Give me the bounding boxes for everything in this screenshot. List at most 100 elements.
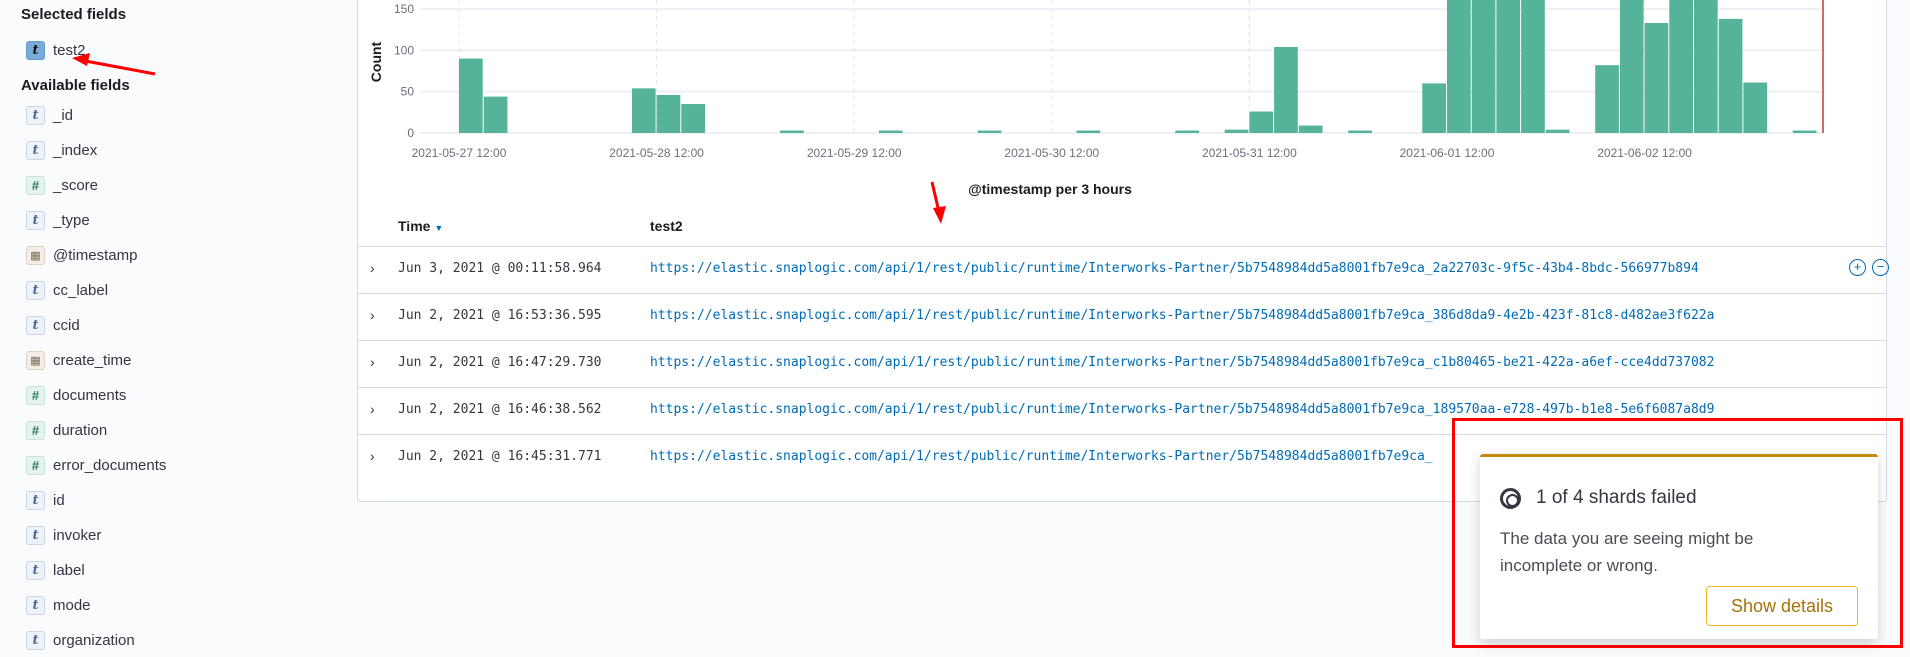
histogram-bar <box>631 88 656 133</box>
histogram-bar <box>977 130 1002 133</box>
histogram-bar <box>1076 130 1101 133</box>
string-type-icon: t <box>26 140 45 160</box>
histogram-bar <box>483 96 508 133</box>
table-row: › Jun 2, 2021 @ 16:53:36.595 https://ela… <box>358 293 1886 340</box>
field-name: _index <box>53 141 98 159</box>
expand-row-chevron-icon[interactable]: › <box>370 307 375 323</box>
row-timestamp: Jun 2, 2021 @ 16:45:31.771 <box>398 449 602 464</box>
field-organization[interactable]: t organization <box>26 628 135 652</box>
row-test2-link[interactable]: https://elastic.snaplogic.com/api/1/rest… <box>650 261 1699 276</box>
x-tick-label: 2021-06-02 12:00 <box>1597 146 1692 160</box>
field-name: _score <box>53 176 99 194</box>
table-row: › Jun 2, 2021 @ 16:45:31.771 https://ela… <box>358 434 1886 481</box>
row-test2-link[interactable]: https://elastic.snaplogic.com/api/1/rest… <box>650 308 1715 323</box>
string-type-icon: t <box>26 40 45 60</box>
field-id[interactable]: t _id <box>26 103 73 127</box>
histogram-bar <box>1249 111 1274 133</box>
histogram-bar <box>681 104 705 133</box>
field-cclabel[interactable]: t cc_label <box>26 278 108 302</box>
table-row: › Jun 2, 2021 @ 16:46:38.562 https://ela… <box>358 387 1886 434</box>
lifebuoy-icon <box>1500 488 1521 509</box>
shard-failure-toast: 1 of 4 shards failed The data you are se… <box>1480 454 1878 639</box>
date-type-icon: ▦ <box>26 245 45 265</box>
field-score[interactable]: # _score <box>26 173 98 197</box>
histogram-bar <box>1619 0 1644 134</box>
field-mode[interactable]: t mode <box>26 593 91 617</box>
row-test2-link[interactable]: https://elastic.snaplogic.com/api/1/rest… <box>650 402 1715 417</box>
field-createtime[interactable]: ▦ create_time <box>26 348 131 372</box>
toast-title: 1 of 4 shards failed <box>1536 487 1697 508</box>
selected-fields-heading: Selected fields <box>21 6 127 23</box>
expand-row-chevron-icon[interactable]: › <box>370 354 375 370</box>
string-type-icon: t <box>26 210 45 230</box>
field-invoker[interactable]: t invoker <box>26 523 101 547</box>
row-timestamp: Jun 2, 2021 @ 16:47:29.730 <box>398 355 602 370</box>
field-timestamp[interactable]: ▦ @timestamp <box>26 243 137 267</box>
number-type-icon: # <box>26 455 45 475</box>
time-column-header[interactable]: Time ▼ <box>398 218 443 234</box>
x-tick-label: 2021-05-29 12:00 <box>807 146 902 160</box>
sort-desc-icon[interactable]: ▼ <box>434 223 444 233</box>
histogram-bar <box>1694 0 1718 134</box>
field-name: label <box>53 561 85 579</box>
string-type-icon: t <box>26 630 45 650</box>
histogram-bar <box>1595 65 1619 133</box>
x-tick-label: 2021-05-30 12:00 <box>1004 146 1099 160</box>
field-ccid[interactable]: t ccid <box>26 313 80 337</box>
field-name: duration <box>53 421 108 439</box>
field-duration[interactable]: # duration <box>26 418 107 442</box>
string-type-icon: t <box>26 315 45 335</box>
field-name: create_time <box>53 351 132 369</box>
field-name: id <box>53 491 65 509</box>
x-tick-label: 2021-05-27 12:00 <box>412 146 507 160</box>
date-type-icon: ▦ <box>26 350 45 370</box>
row-timestamp: Jun 2, 2021 @ 16:53:36.595 <box>398 308 602 323</box>
histogram-bar <box>1447 0 1471 134</box>
y-tick-label: 50 <box>401 85 415 99</box>
field-name: error_documents <box>53 456 167 474</box>
time-header-label: Time <box>398 218 431 234</box>
histogram-chart: Count @timestamp per 3 hours 0 50 100 150 20… <box>368 0 1824 197</box>
field-name: _type <box>53 211 90 229</box>
string-type-icon: t <box>26 105 45 125</box>
field-name: mode <box>53 596 91 614</box>
histogram-bar <box>1274 46 1298 133</box>
y-tick-label: 100 <box>394 43 414 57</box>
histogram-bar <box>1669 0 1693 134</box>
row-timestamp: Jun 2, 2021 @ 16:46:38.562 <box>398 402 602 417</box>
row-test2-link[interactable]: https://elastic.snaplogic.com/api/1/rest… <box>650 449 1433 464</box>
histogram-bar <box>1718 18 1743 133</box>
string-type-icon: t <box>26 280 45 300</box>
test2-column-header[interactable]: test2 <box>650 218 683 234</box>
number-type-icon: # <box>26 175 45 195</box>
string-type-icon: t <box>26 490 45 510</box>
field-name: ccid <box>53 316 80 334</box>
histogram-bar <box>1496 0 1521 134</box>
y-tick-label: 150 <box>394 2 414 16</box>
field-errordocuments[interactable]: # error_documents <box>26 453 166 477</box>
string-type-icon: t <box>26 560 45 580</box>
field-type[interactable]: t _type <box>26 208 90 232</box>
filter-for-value-icon[interactable]: + <box>1849 259 1866 276</box>
expand-row-chevron-icon[interactable]: › <box>370 448 375 464</box>
x-tick-label: 2021-06-01 12:00 <box>1400 146 1495 160</box>
field-name: @timestamp <box>53 246 138 264</box>
histogram-bar <box>1743 82 1768 133</box>
y-axis-label: Count <box>368 41 384 82</box>
histogram-bar <box>1471 0 1496 134</box>
histogram-bar <box>1175 130 1199 133</box>
field-name: _id <box>53 106 74 124</box>
histogram-bar <box>1545 129 1570 133</box>
show-details-button[interactable]: Show details <box>1706 586 1858 626</box>
field-id[interactable]: t id <box>26 488 65 512</box>
expand-row-chevron-icon[interactable]: › <box>370 260 375 276</box>
field-label[interactable]: t label <box>26 558 85 582</box>
string-type-icon: t <box>26 595 45 615</box>
field-index[interactable]: t _index <box>26 138 97 162</box>
expand-row-chevron-icon[interactable]: › <box>370 401 375 417</box>
row-test2-link[interactable]: https://elastic.snaplogic.com/api/1/rest… <box>650 355 1715 370</box>
filter-out-value-icon[interactable]: − <box>1872 259 1889 276</box>
field-documents[interactable]: # documents <box>26 383 126 407</box>
string-type-icon: t <box>26 525 45 545</box>
available-fields-heading: Available fields <box>21 77 130 94</box>
